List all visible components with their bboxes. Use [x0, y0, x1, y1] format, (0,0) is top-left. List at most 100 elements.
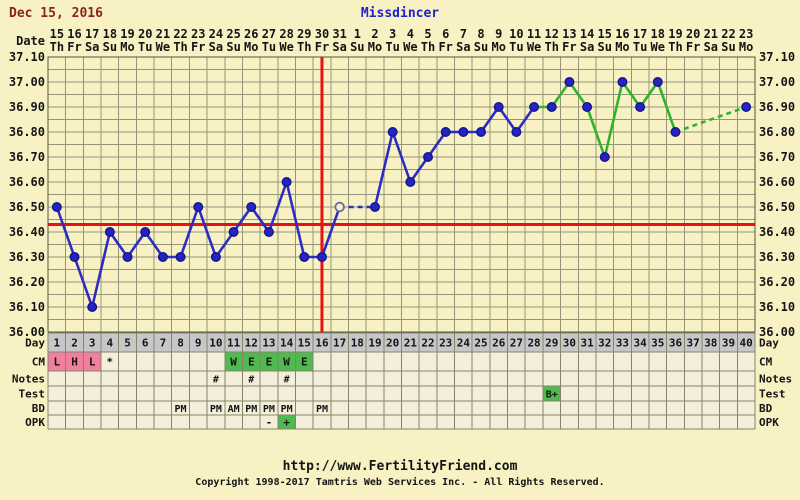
- bd-row: PM PM AM PM PM PM PM: [175, 404, 328, 415]
- day-number-cell: 24: [457, 337, 471, 350]
- date-cell-number: 17: [633, 27, 647, 41]
- temp-point-day-26: [493, 101, 504, 112]
- day-number-cell: 12: [245, 337, 258, 350]
- temp-point-day-15: [299, 251, 310, 262]
- crosshair-lines: [48, 57, 755, 335]
- temp-point-day-27: [511, 126, 522, 137]
- date-cell-weekday: Th: [173, 40, 187, 54]
- temp-point-day-19: [369, 201, 380, 212]
- date-cell-weekday: We: [156, 40, 170, 54]
- y-axis-label-left: 37.10: [9, 50, 45, 64]
- temp-segment: [550, 81, 571, 108]
- temp-point-day-1: [51, 201, 62, 212]
- date-cell-number: 16: [67, 27, 81, 41]
- temperature-axis-labels: 37.10 37.10 37.00 37.00 36.90 36.90 36.80 36.80…: [9, 50, 795, 339]
- temperature-points: [51, 76, 752, 313]
- temp-segment: [214, 231, 235, 258]
- day-number-cell: 20: [386, 337, 399, 350]
- date-cell-number: 22: [721, 27, 735, 41]
- date-cell-weekday: Mo: [244, 40, 258, 54]
- notes-cell-value: #: [213, 374, 219, 385]
- temp-segment: [409, 156, 430, 183]
- cm-cell-highlight: [48, 352, 66, 371]
- bd-cell-value: PM: [175, 404, 187, 415]
- temp-segment: [90, 231, 112, 308]
- day-number-row: 1 2 3 4 5 6 7 8 9 10 11 12 13 14 15 16 17 18 19 20 21 22 23 24 2…: [54, 337, 753, 350]
- date-cell-weekday: Sa: [332, 40, 346, 54]
- date-cell-weekday: Th: [50, 40, 64, 54]
- date-cell-number: 25: [226, 27, 240, 41]
- temp-point-day-22: [423, 151, 434, 162]
- date-cell-number: 31: [332, 27, 346, 41]
- row-label-left-day: Day: [25, 337, 45, 350]
- bd-cell-value: PM: [263, 404, 275, 415]
- y-axis-label-right: 36.40: [759, 225, 795, 239]
- date-cell-number: 4: [407, 27, 414, 41]
- notes-cell-value: #: [284, 374, 290, 385]
- fertilityfriend-url[interactable]: http://www.FertilityFriend.com: [282, 459, 518, 474]
- date-header: Date 15 16 17 18 19 20 21 22 23 24 25 26 27 28 29 30 31 1 2…: [16, 27, 753, 54]
- temp-segment: [320, 206, 341, 258]
- row-label-left-notes: Notes: [12, 373, 45, 386]
- temp-point-day-12: [246, 201, 257, 212]
- date-row-label: Date: [16, 34, 45, 48]
- cm-row: L H L * W E E W E: [54, 355, 308, 368]
- temp-segment: [250, 206, 270, 233]
- day-number-cell: 32: [598, 337, 611, 350]
- y-axis-label-right: 36.30: [759, 250, 795, 264]
- date-cell-number: 11: [527, 27, 541, 41]
- day-number-cell: 10: [209, 337, 222, 350]
- y-axis-label-right: 36.00: [759, 325, 795, 339]
- day-number-cell: 25: [474, 337, 487, 350]
- day-number-cell: 29: [545, 337, 558, 350]
- day-number-cell: 2: [71, 337, 78, 350]
- day-number-cell: 28: [527, 337, 540, 350]
- temp-point-day-23: [440, 126, 451, 137]
- date-cell-weekday: Mo: [615, 40, 629, 54]
- y-axis-label-right: 36.70: [759, 150, 795, 164]
- date-cell-weekday: Th: [297, 40, 311, 54]
- y-axis-label-left: 36.10: [9, 300, 45, 314]
- date-cell-number: 21: [704, 27, 718, 41]
- date-cell-weekday: Fr: [686, 40, 700, 54]
- y-axis-label-left: 36.90: [9, 100, 45, 114]
- date-cell-number: 26: [244, 27, 258, 41]
- date-cell-number: 18: [651, 27, 665, 41]
- temp-point-day-2: [69, 251, 80, 262]
- copyright-text: Copyright 1998-2017 Tamtris Web Services…: [195, 477, 605, 488]
- bd-cell-value: PM: [316, 404, 328, 415]
- cm-cell-value: W: [230, 355, 237, 368]
- bd-cell-value: AM: [228, 404, 240, 415]
- temp-segment: [656, 81, 677, 133]
- y-axis-label-right: 37.10: [759, 50, 795, 64]
- temp-point-day-34: [635, 101, 646, 112]
- day-number-cell: 16: [315, 337, 329, 350]
- y-axis-label-right: 36.90: [759, 100, 795, 114]
- date-cell-weekday: Sa: [456, 40, 470, 54]
- temp-segment: [73, 256, 94, 308]
- date-cell-number: 20: [686, 27, 700, 41]
- y-axis-label-left: 37.00: [9, 75, 45, 89]
- date-cell-number: 15: [50, 27, 64, 41]
- temperature-line: [55, 81, 747, 308]
- day-number-cell: 33: [616, 337, 629, 350]
- temp-segment: [497, 106, 518, 133]
- temp-point-day-25: [476, 126, 487, 137]
- date-cell-number: 27: [262, 27, 276, 41]
- date-cell-weekday: Tu: [138, 40, 152, 54]
- date-cell-number: 2: [371, 27, 378, 41]
- date-cell-number: 14: [580, 27, 594, 41]
- date-cell-weekday: We: [403, 40, 417, 54]
- temp-segment: [144, 231, 164, 258]
- temp-point-day-40: [741, 101, 752, 112]
- temp-segment: [197, 206, 218, 258]
- day-number-cell: 8: [177, 337, 184, 350]
- day-number-cell: 38: [704, 337, 717, 350]
- date-cell-weekday: Fr: [438, 40, 452, 54]
- day-number-cell: 36: [669, 337, 683, 350]
- temp-segment: [515, 106, 536, 133]
- date-cell-number: 23: [191, 27, 205, 41]
- temp-segment: [108, 231, 129, 258]
- date-cell-number: 1: [354, 27, 361, 41]
